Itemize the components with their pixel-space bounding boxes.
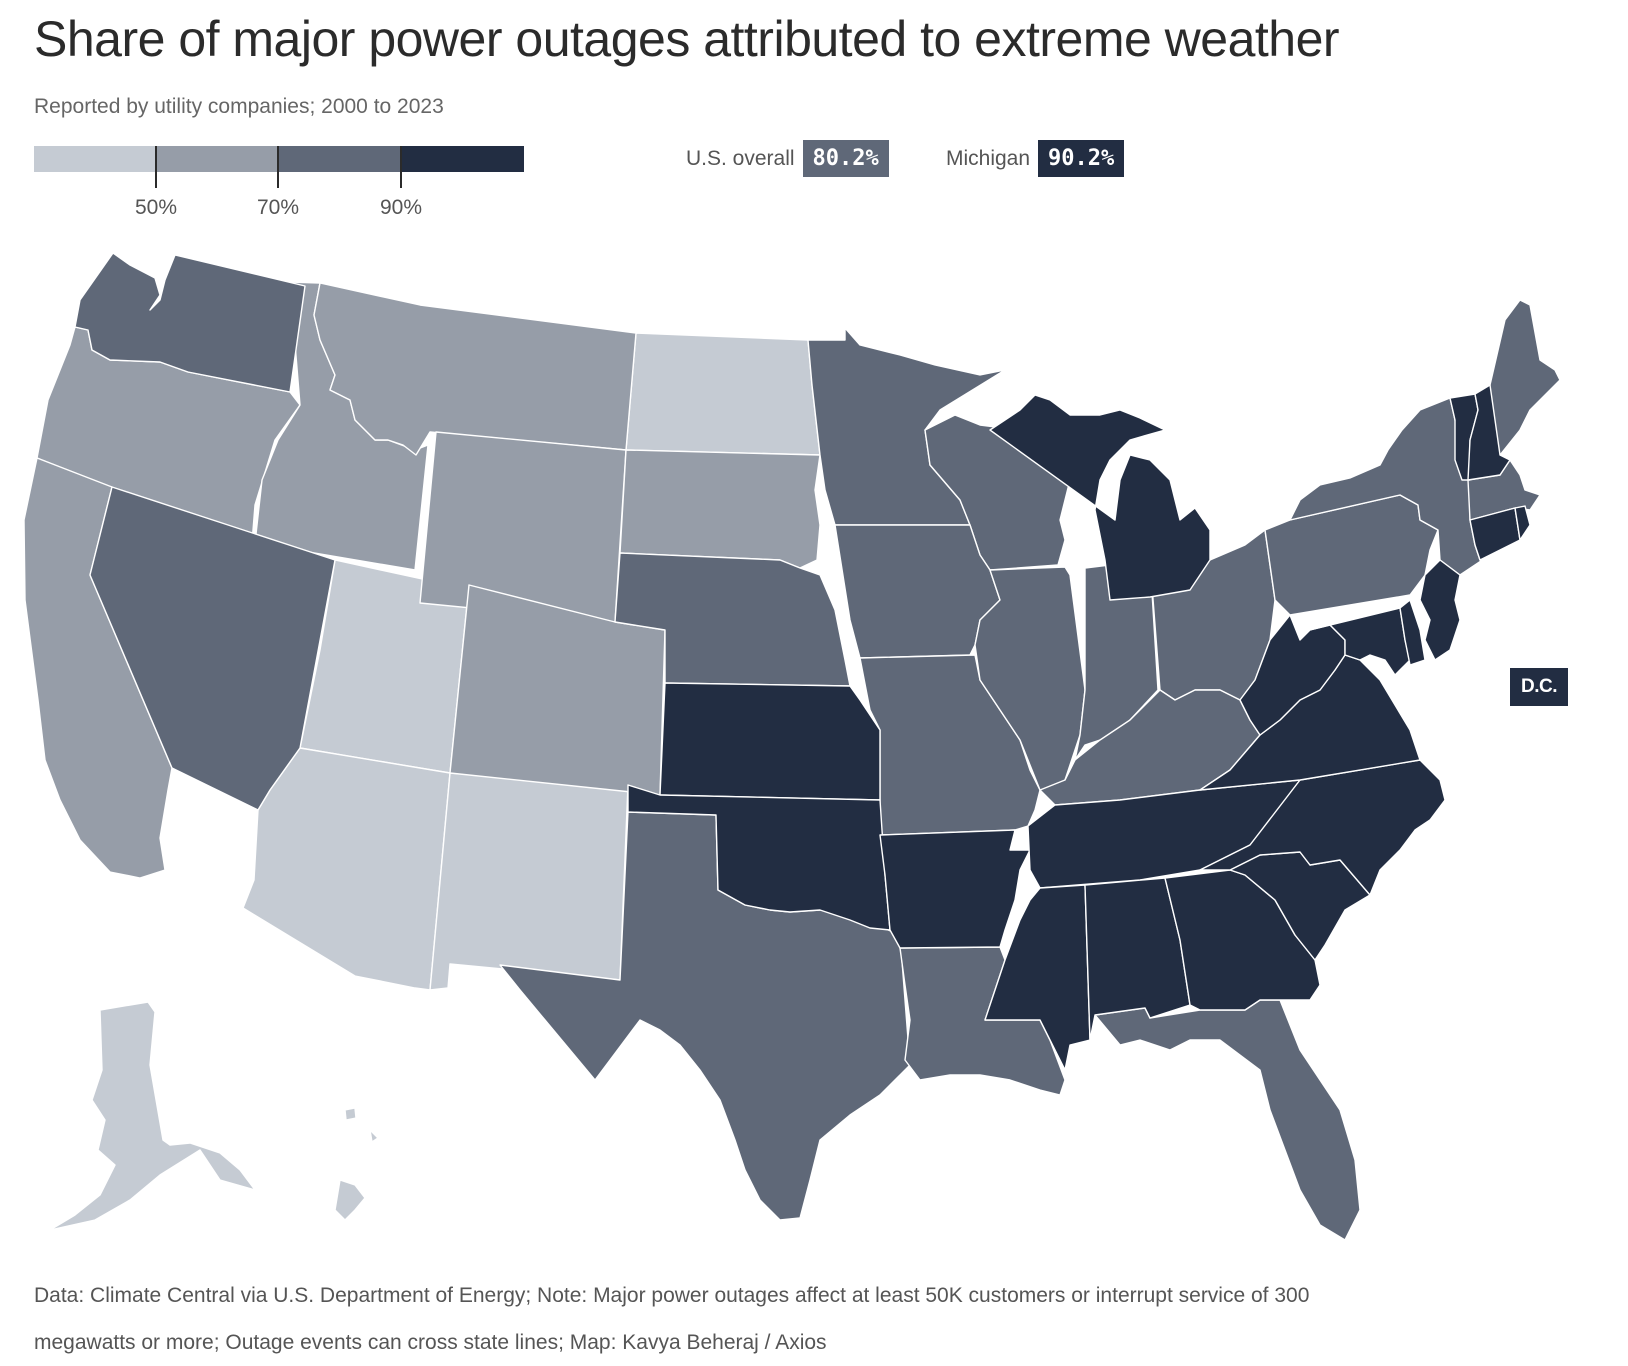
legend-tick-label: 50% [134,196,178,219]
state-NE[interactable] [614,552,851,687]
state-WA[interactable] [74,252,306,393]
state-WY[interactable] [419,431,627,623]
state-KS[interactable] [659,682,881,801]
state-SD[interactable] [619,449,821,569]
michigan-label: Michigan [946,146,1031,170]
state-MN[interactable] [807,327,1006,526]
michigan-value: 90.2% [1038,140,1125,177]
state-CO[interactable] [449,584,666,796]
source-note: Data: Climate Central via U.S. Departmen… [34,1272,1574,1366]
legend-bin-2 [156,146,279,172]
legend-tick-label: 90% [379,196,423,219]
us-overall-label: U.S. overall [686,146,795,170]
state-MI[interactable] [989,394,1211,601]
state-NJ[interactable] [1419,559,1461,661]
legend-bin-1 [34,146,157,172]
state-PA[interactable] [1264,494,1439,616]
color-legend: 50% 70% 90% [34,146,524,219]
state-HI[interactable] [334,1107,379,1221]
state-NV[interactable] [89,486,336,811]
state-NH[interactable] [1467,384,1511,481]
legend-bin-4 [401,146,524,172]
legend-tick [400,146,402,188]
chart-title: Share of major power outages attributed … [34,11,1340,67]
state-AR[interactable] [879,829,1031,949]
us-overall-value: 80.2% [802,140,889,177]
state-ND[interactable] [625,332,821,456]
legend-tick-label: 70% [256,196,300,219]
legend-bin-3 [279,146,402,172]
us-overall-stat: U.S. overall 80.2% [686,140,889,177]
legend-tick [277,146,279,188]
michigan-stat: Michigan 90.2% [946,140,1125,177]
source-note-line-1: Data: Climate Central via U.S. Departmen… [34,1284,1310,1307]
state-AK[interactable] [49,1001,256,1231]
state-IA[interactable] [834,524,1001,659]
state-MT[interactable] [313,282,637,456]
state-OK[interactable] [627,784,891,931]
legend-tick [155,146,157,188]
chart-subtitle: Reported by utility companies; 2000 to 2… [34,95,444,118]
source-note-line-2: megawatts or more; Outage events can cro… [34,1331,827,1354]
us-map [23,252,1561,1240]
state-FL[interactable] [1094,999,1361,1240]
state-RI[interactable] [1514,505,1531,541]
state-DE[interactable] [1399,599,1426,666]
dc-label: D.C. [1510,668,1568,706]
state-NM[interactable] [429,772,629,991]
